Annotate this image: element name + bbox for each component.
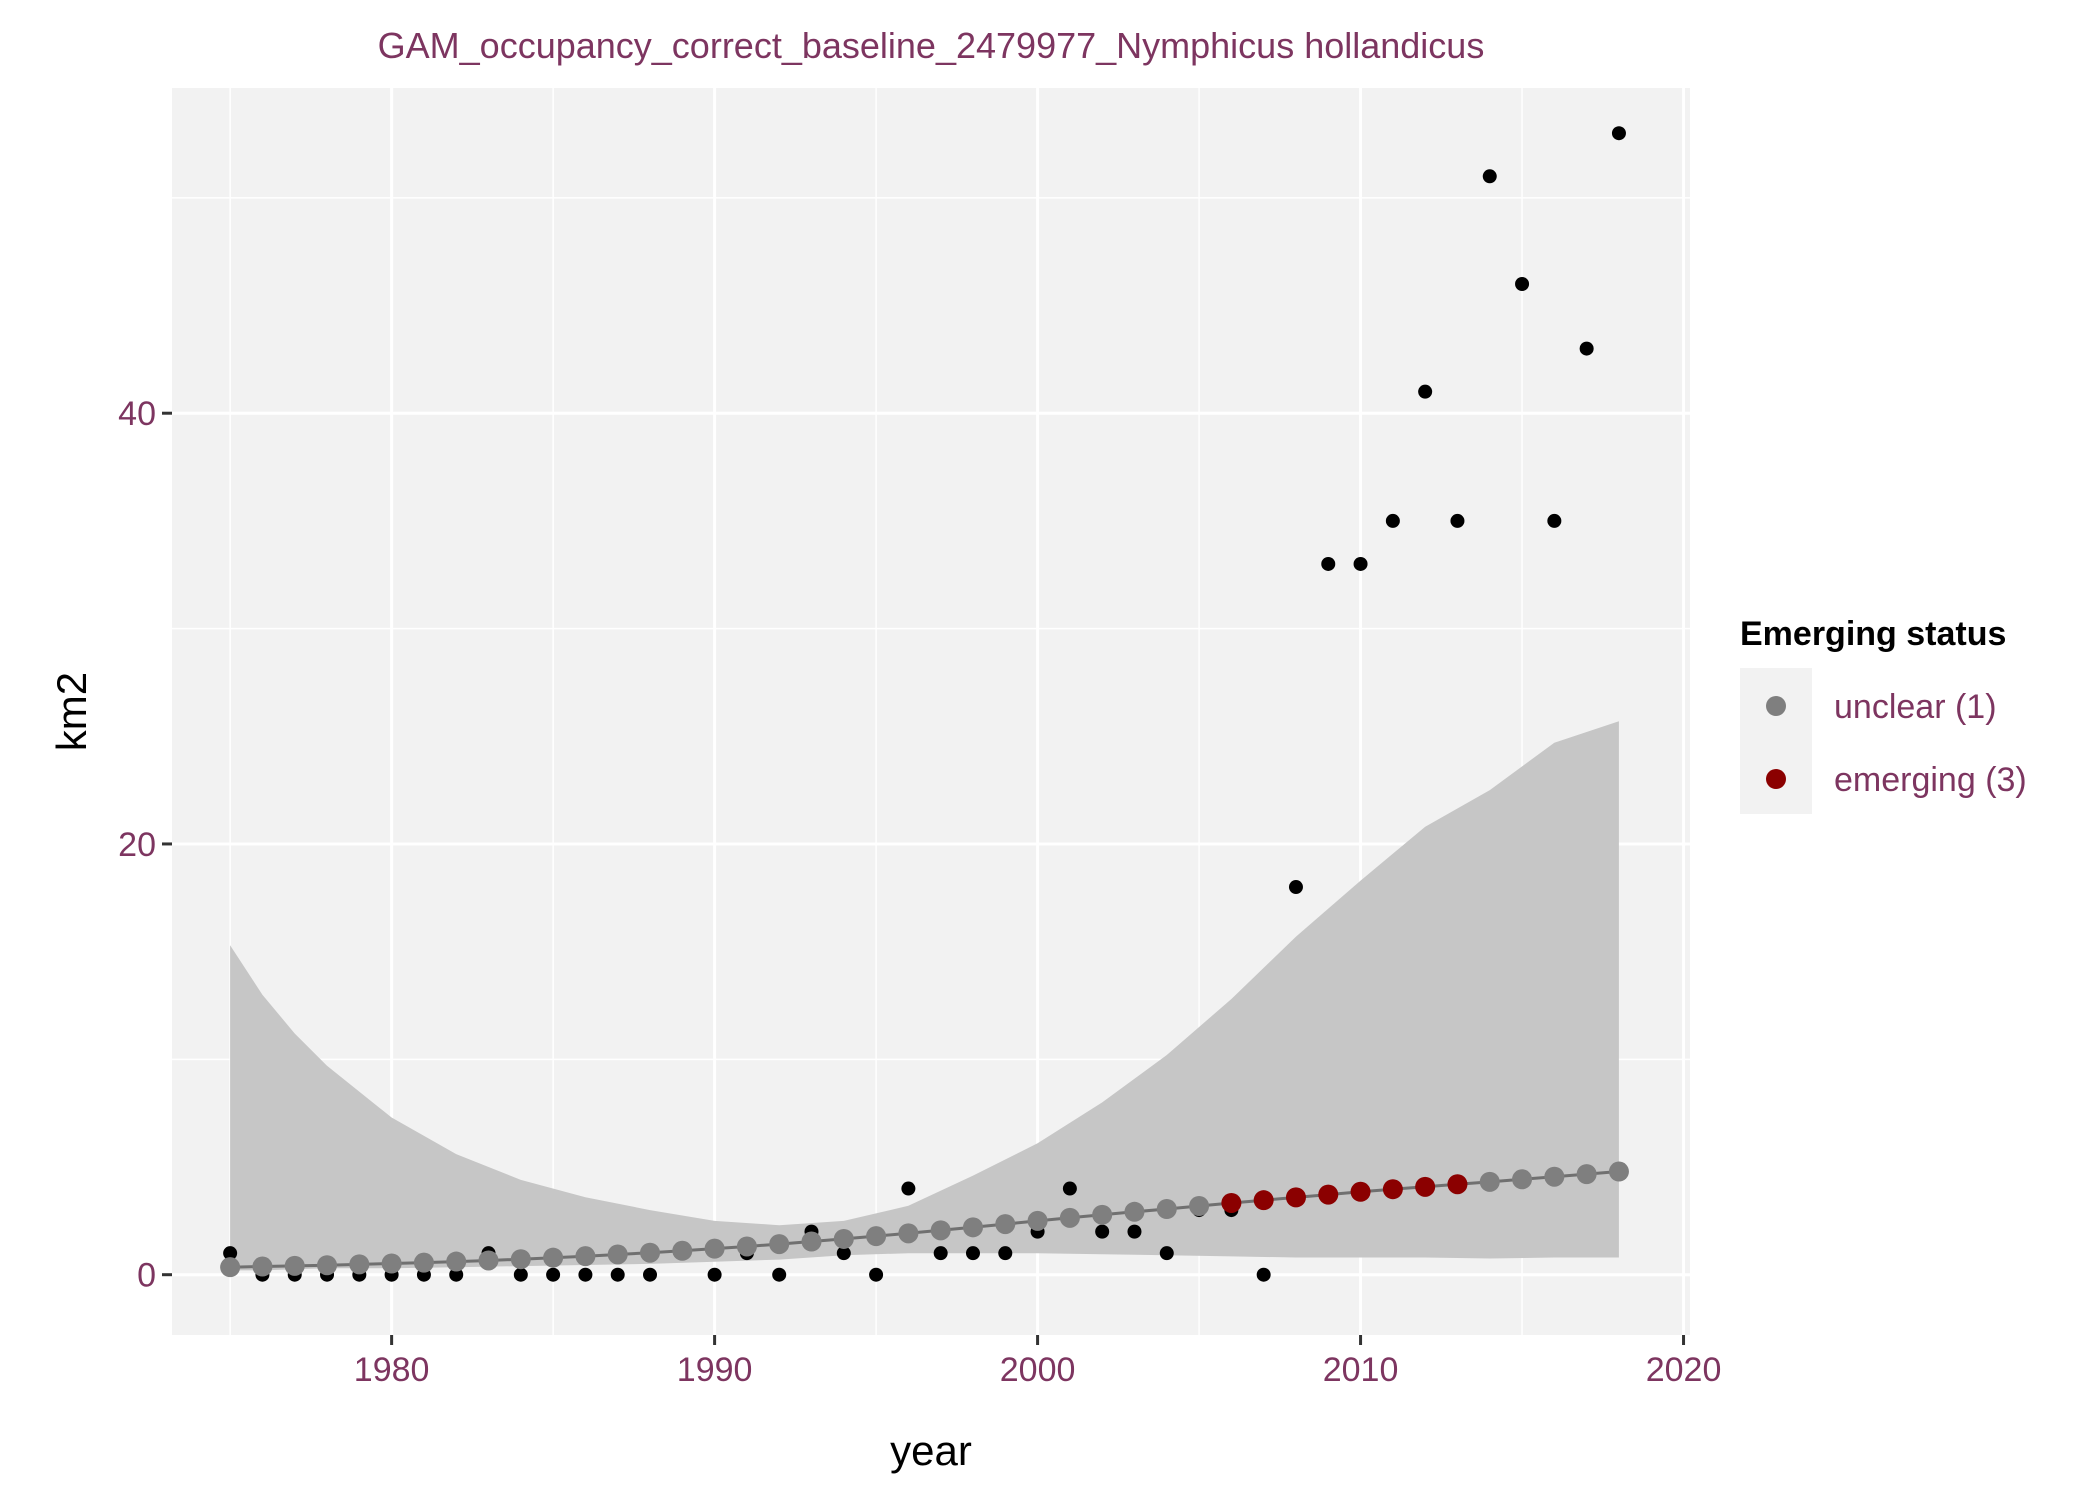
observed-point <box>513 1267 528 1282</box>
fitted-point-unclear <box>478 1250 499 1271</box>
observed-point <box>1159 1246 1174 1261</box>
axes: 1980 1990 2000 2010 2020 0 20 40 <box>118 395 1721 1389</box>
data-points <box>220 126 1629 1282</box>
observed-point <box>1547 513 1562 528</box>
fitted-point-unclear <box>607 1244 628 1265</box>
chart-title: GAM_occupancy_correct_baseline_2479977_N… <box>378 25 1485 66</box>
observed-point <box>1095 1224 1110 1239</box>
fitted-point-unclear <box>1059 1207 1080 1228</box>
fitted-point-unclear <box>446 1251 467 1272</box>
observed-point <box>1611 126 1626 141</box>
legend-entries: unclear (1) emerging (3) <box>1766 688 2027 799</box>
x-tick-label: 2010 <box>1323 1351 1399 1389</box>
fitted-point-unclear <box>672 1240 693 1261</box>
fitted-point-unclear <box>930 1220 951 1241</box>
fitted-point-unclear <box>317 1255 338 1276</box>
gridlines <box>172 88 1690 1335</box>
fitted-point-emerging <box>1447 1174 1468 1195</box>
fitted-point-unclear <box>866 1226 887 1247</box>
fitted-point-unclear <box>1156 1199 1177 1220</box>
legend-label: unclear (1) <box>1834 688 1997 726</box>
legend: Emerging status unclear (1) emerging (3) <box>1740 615 2027 814</box>
observed-point <box>1321 556 1336 571</box>
legend-key-emerging <box>1766 769 1786 789</box>
fitted-point-emerging <box>1382 1179 1403 1200</box>
fitted-point-unclear <box>220 1257 241 1278</box>
x-tick-label: 2020 <box>1646 1351 1722 1389</box>
observed-point <box>933 1246 948 1261</box>
observed-point <box>1450 513 1465 528</box>
observed-point <box>1482 169 1497 184</box>
y-axis-label: km2 <box>48 672 95 751</box>
fitted-point-unclear <box>801 1231 822 1252</box>
fitted-point-unclear <box>736 1236 757 1257</box>
fitted-point-emerging <box>1253 1190 1274 1211</box>
observed-point <box>610 1267 625 1282</box>
fitted-point-unclear <box>1544 1166 1565 1187</box>
fitted-point-unclear <box>1479 1171 1500 1192</box>
y-tick-label: 40 <box>118 395 156 433</box>
x-tick-label: 2000 <box>1000 1351 1076 1389</box>
legend-key-unclear <box>1766 696 1786 716</box>
confidence-band <box>230 721 1619 1271</box>
fitted-point-emerging <box>1221 1192 1242 1213</box>
observed-point <box>772 1267 787 1282</box>
observed-point <box>1062 1181 1077 1196</box>
fitted-point-unclear <box>1512 1169 1533 1190</box>
fitted-point-unclear <box>640 1242 661 1263</box>
fitted-point-unclear <box>1608 1161 1629 1182</box>
observed-point <box>707 1267 722 1282</box>
observed-point <box>1353 556 1368 571</box>
legend-title: Emerging status <box>1740 615 2006 653</box>
fitted-point-unclear <box>995 1214 1016 1235</box>
fitted-point-unclear <box>543 1247 564 1268</box>
observed-point <box>1418 384 1433 399</box>
fitted-point-unclear <box>1092 1204 1113 1225</box>
fitted-point-unclear <box>1576 1164 1597 1185</box>
observed-point <box>1256 1267 1271 1282</box>
legend-key-background <box>1740 668 1812 814</box>
fitted-point-unclear <box>898 1223 919 1244</box>
y-tick-label: 0 <box>137 1257 156 1295</box>
fitted-point-unclear <box>1027 1210 1048 1231</box>
fitted-point-unclear <box>252 1256 273 1277</box>
x-tick-label: 1990 <box>677 1351 753 1389</box>
fitted-point-emerging <box>1285 1187 1306 1208</box>
fitted-point-unclear <box>1124 1201 1145 1222</box>
observed-point <box>546 1267 561 1282</box>
observed-point <box>998 1246 1013 1261</box>
fitted-point-unclear <box>575 1246 596 1267</box>
fitted-point-unclear <box>962 1217 983 1238</box>
fitted-point-unclear <box>704 1238 725 1259</box>
y-tick-label: 20 <box>118 826 156 864</box>
observed-point <box>223 1246 238 1261</box>
fitted-point-unclear <box>833 1228 854 1249</box>
observed-point <box>965 1246 980 1261</box>
fitted-point-unclear <box>413 1252 434 1273</box>
fitted-point-emerging <box>1350 1181 1371 1202</box>
x-axis-label: year <box>890 1427 972 1474</box>
observed-point <box>643 1267 658 1282</box>
observed-point <box>1385 513 1400 528</box>
observed-point <box>1127 1224 1142 1239</box>
observed-point <box>1579 341 1594 356</box>
fitted-point-unclear <box>284 1255 305 1276</box>
fitted-point-unclear <box>349 1254 370 1275</box>
observed-point <box>901 1181 916 1196</box>
observed-point <box>1515 276 1530 291</box>
fitted-point-unclear <box>510 1249 531 1270</box>
observed-point <box>836 1246 851 1261</box>
observed-point <box>1288 880 1303 895</box>
observed-point <box>578 1267 593 1282</box>
fitted-point-emerging <box>1318 1184 1339 1205</box>
fitted-point-emerging <box>1415 1176 1436 1197</box>
fitted-point-unclear <box>381 1253 402 1274</box>
fitted-point-unclear <box>1189 1195 1210 1216</box>
observed-point <box>449 1267 464 1282</box>
fitted-point-unclear <box>769 1234 790 1255</box>
observed-point <box>869 1267 884 1282</box>
legend-label: emerging (3) <box>1834 761 2027 799</box>
x-tick-label: 1980 <box>354 1351 430 1389</box>
